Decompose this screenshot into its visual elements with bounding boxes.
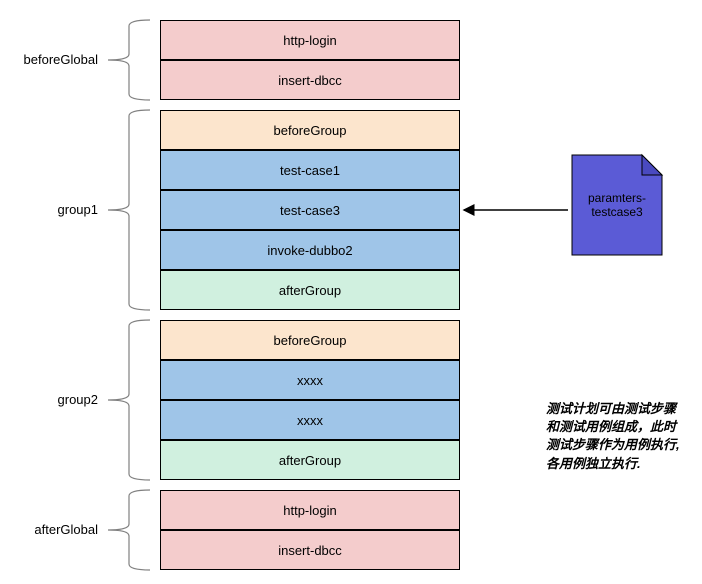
section-label: beforeGlobal bbox=[8, 52, 98, 67]
note-line: testcase3 bbox=[591, 205, 643, 219]
step-label: xxxx bbox=[297, 373, 323, 388]
description-line: 测试计划可由测试步骤 bbox=[546, 400, 696, 418]
section-label: afterGlobal bbox=[8, 522, 98, 537]
description-line: 和测试用例组成，此时 bbox=[546, 418, 696, 436]
step-box: test-case3 bbox=[160, 190, 460, 230]
step-label: afterGroup bbox=[279, 453, 341, 468]
step-label: beforeGroup bbox=[274, 123, 347, 138]
step-label: beforeGroup bbox=[274, 333, 347, 348]
step-box: afterGroup bbox=[160, 440, 460, 480]
step-label: test-case1 bbox=[280, 163, 340, 178]
step-box: test-case1 bbox=[160, 150, 460, 190]
step-box: beforeGroup bbox=[160, 110, 460, 150]
step-box: insert-dbcc bbox=[160, 530, 460, 570]
description-line: 各用例独立执行. bbox=[546, 455, 696, 473]
step-label: http-login bbox=[283, 33, 336, 48]
step-box: http-login bbox=[160, 20, 460, 60]
step-box: http-login bbox=[160, 490, 460, 530]
section-label: group2 bbox=[8, 392, 98, 407]
step-label: insert-dbcc bbox=[278, 73, 342, 88]
step-label: http-login bbox=[283, 503, 336, 518]
step-label: xxxx bbox=[297, 413, 323, 428]
step-box: xxxx bbox=[160, 360, 460, 400]
description-paragraph: 测试计划可由测试步骤和测试用例组成，此时测试步骤作为用例执行,各用例独立执行. bbox=[546, 400, 696, 473]
section-label: group1 bbox=[8, 202, 98, 217]
step-box: invoke-dubbo2 bbox=[160, 230, 460, 270]
note-line: paramters- bbox=[588, 191, 646, 205]
step-box: xxxx bbox=[160, 400, 460, 440]
step-label: afterGroup bbox=[279, 283, 341, 298]
step-box: afterGroup bbox=[160, 270, 460, 310]
step-label: insert-dbcc bbox=[278, 543, 342, 558]
step-label: test-case3 bbox=[280, 203, 340, 218]
step-box: beforeGroup bbox=[160, 320, 460, 360]
description-line: 测试步骤作为用例执行, bbox=[546, 436, 696, 454]
step-label: invoke-dubbo2 bbox=[267, 243, 352, 258]
diagram-canvas: http-login insert-dbcc beforeGlobal beforeG… bbox=[0, 0, 702, 584]
step-box: insert-dbcc bbox=[160, 60, 460, 100]
